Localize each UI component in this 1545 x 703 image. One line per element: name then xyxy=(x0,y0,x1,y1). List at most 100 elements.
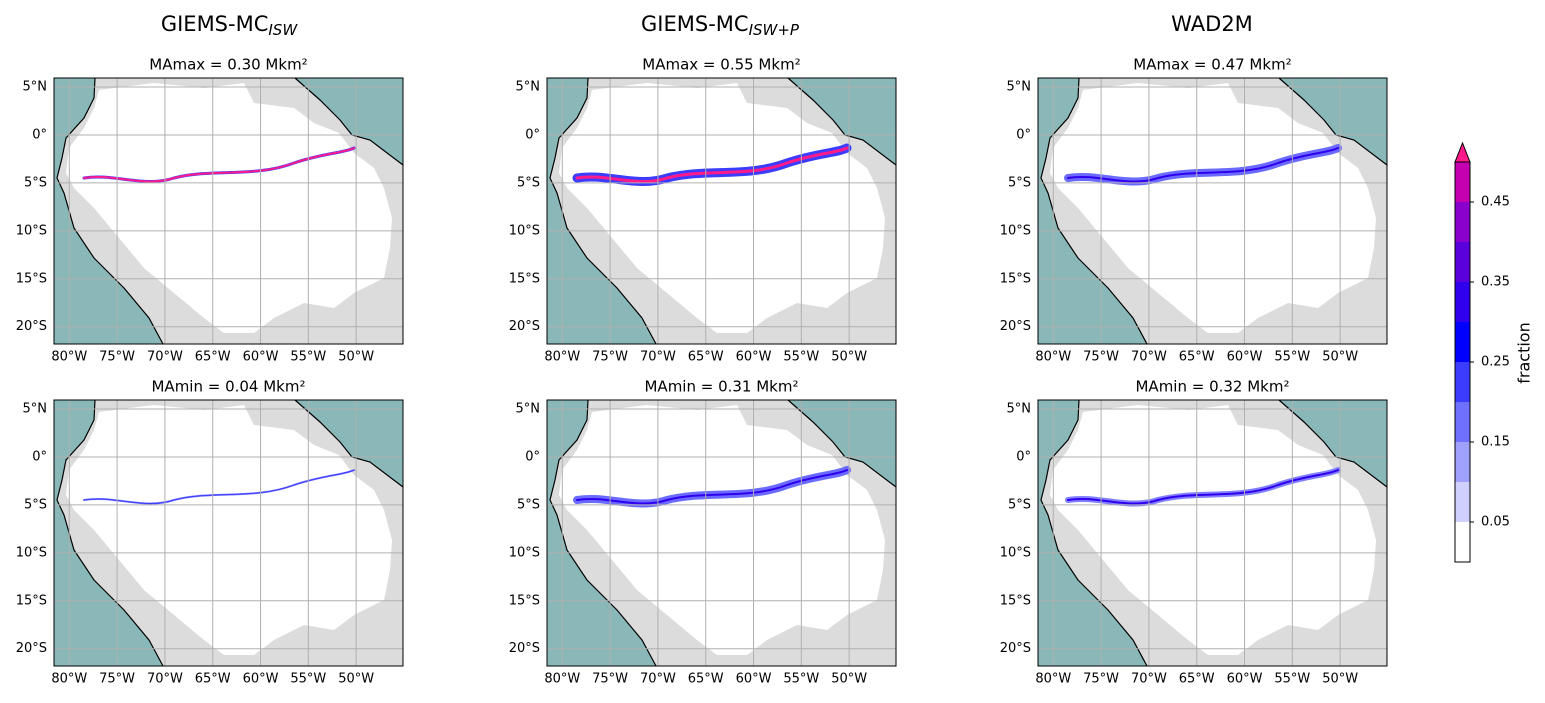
x-tick-label: 60°W xyxy=(1227,672,1263,687)
y-tick-label: 5°S xyxy=(1008,175,1031,190)
x-tick-label: 55°W xyxy=(783,350,819,365)
y-tick-label: 20°S xyxy=(16,641,47,656)
title-subscript: ISW+P xyxy=(749,21,800,39)
y-tick-label: 20°S xyxy=(1000,641,1031,656)
y-tick-label: 5°S xyxy=(517,175,540,190)
y-tick-label: 5°S xyxy=(24,497,47,512)
wetland xyxy=(575,146,849,183)
x-tick-label: 55°W xyxy=(1274,350,1310,365)
x-tick-label: 55°W xyxy=(290,350,326,365)
x-tick-label: 75°W xyxy=(1083,672,1119,687)
map-panel: MAmax = 0.30 Mkm² 80°W 75°W 70°W 65°W 60°W 55°… xyxy=(16,56,404,365)
x-tick-label: 50°W xyxy=(1322,672,1358,687)
x-tick-label: 70°W xyxy=(640,350,676,365)
y-tick-label: 20°S xyxy=(16,319,47,334)
x-tick-label: 60°W xyxy=(1227,350,1263,365)
panel-title: MAmin = 0.32 Mkm² xyxy=(1135,378,1289,396)
y-tick-label: 0° xyxy=(525,449,540,464)
x-tick-label: 75°W xyxy=(1083,350,1119,365)
colorbar-band xyxy=(1455,522,1470,562)
x-tick-label: 80°W xyxy=(544,350,580,365)
frame xyxy=(53,399,404,667)
colorbar-band xyxy=(1455,362,1470,402)
x-tick-label: 75°W xyxy=(592,350,628,365)
y-tick-label: 0° xyxy=(32,449,47,464)
title-text: GIEMS-MC xyxy=(641,12,749,36)
basin xyxy=(66,405,392,655)
map-panel: MAmin = 0.04 Mkm² 80°W 75°W 70°W 65°W 60°W 55°… xyxy=(16,378,404,687)
colorbar-tick-label: 0.25 xyxy=(1481,355,1510,370)
y-tick-label: 15°S xyxy=(509,593,540,608)
x-tick-label: 75°W xyxy=(592,672,628,687)
coastline xyxy=(294,399,404,488)
y-tick-label: 15°S xyxy=(16,271,47,286)
x-tick-label: 50°W xyxy=(338,350,374,365)
y-tick-label: 10°S xyxy=(16,223,47,238)
title-text: GIEMS-MC xyxy=(161,12,269,36)
y-tick-label: 5°S xyxy=(517,497,540,512)
y-tick-label: 10°S xyxy=(1000,545,1031,560)
coastline xyxy=(1040,399,1148,667)
y-tick-label: 15°S xyxy=(509,271,540,286)
y-tick-label: 10°S xyxy=(16,545,47,560)
panel-title: MAmax = 0.55 Mkm² xyxy=(642,56,800,74)
y-tick-label: 15°S xyxy=(16,593,47,608)
x-tick-label: 55°W xyxy=(1274,672,1310,687)
y-tick-label: 15°S xyxy=(1000,593,1031,608)
colorbar-band xyxy=(1455,282,1470,322)
basin xyxy=(559,405,885,655)
wetland xyxy=(1067,147,1339,183)
x-tick-label: 70°W xyxy=(1131,672,1167,687)
coastline xyxy=(56,399,164,667)
map-panel: MAmin = 0.31 Mkm² 80°W 75°W 70°W 65°W 60°W 55°… xyxy=(509,378,897,687)
x-tick-label: 80°W xyxy=(51,672,87,687)
x-tick-label: 55°W xyxy=(783,672,819,687)
frame xyxy=(53,77,404,345)
wetland xyxy=(1067,469,1339,505)
y-tick-label: 5°N xyxy=(1007,80,1032,95)
y-tick-label: 10°S xyxy=(509,545,540,560)
y-tick-label: 5°N xyxy=(23,402,48,417)
x-tick-label: 65°W xyxy=(688,672,724,687)
x-tick-label: 80°W xyxy=(1035,672,1071,687)
x-tick-label: 70°W xyxy=(1131,350,1167,365)
frame xyxy=(546,77,897,345)
colorbar: 0.05 0.15 0.25 0.35 0.45 fraction xyxy=(1454,141,1534,563)
x-tick-label: 50°W xyxy=(1322,350,1358,365)
colorbar-band xyxy=(1455,482,1470,522)
x-tick-label: 60°W xyxy=(736,672,772,687)
x-tick-label: 65°W xyxy=(195,672,231,687)
coastline xyxy=(549,399,657,667)
x-tick-label: 50°W xyxy=(831,350,867,365)
y-tick-label: 20°S xyxy=(1000,319,1031,334)
column-title: GIEMS-MCISW xyxy=(161,12,298,39)
x-tick-label: 80°W xyxy=(51,350,87,365)
colorbar-tick-label: 0.35 xyxy=(1481,275,1510,290)
y-tick-label: 15°S xyxy=(1000,271,1031,286)
x-tick-label: 65°W xyxy=(195,350,231,365)
frame xyxy=(1037,399,1388,667)
y-tick-label: 5°N xyxy=(1007,402,1032,417)
map-panel: MAmin = 0.32 Mkm² 80°W 75°W 70°W 65°W 60°W 55°… xyxy=(1000,378,1388,687)
x-tick-label: 75°W xyxy=(99,672,135,687)
x-tick-label: 70°W xyxy=(147,350,183,365)
frame xyxy=(1037,77,1388,345)
coastline xyxy=(294,77,404,166)
basin xyxy=(1050,83,1376,333)
wetland xyxy=(576,469,848,505)
basin xyxy=(559,83,885,333)
colorbar-band xyxy=(1455,322,1470,362)
y-tick-label: 5°S xyxy=(1008,497,1031,512)
coastline xyxy=(1278,77,1388,166)
colorbar-band xyxy=(1455,202,1470,242)
y-tick-label: 5°N xyxy=(23,80,48,95)
y-tick-label: 0° xyxy=(525,127,540,142)
map-panel: MAmax = 0.55 Mkm² 80°W 75°W 70°W 65°W 60°W 55°… xyxy=(509,56,897,365)
x-tick-label: 80°W xyxy=(544,672,580,687)
panel-title: MAmin = 0.31 Mkm² xyxy=(644,378,798,396)
coastline xyxy=(549,77,657,345)
x-tick-label: 60°W xyxy=(736,350,772,365)
x-tick-label: 75°W xyxy=(99,350,135,365)
x-tick-label: 80°W xyxy=(1035,350,1071,365)
